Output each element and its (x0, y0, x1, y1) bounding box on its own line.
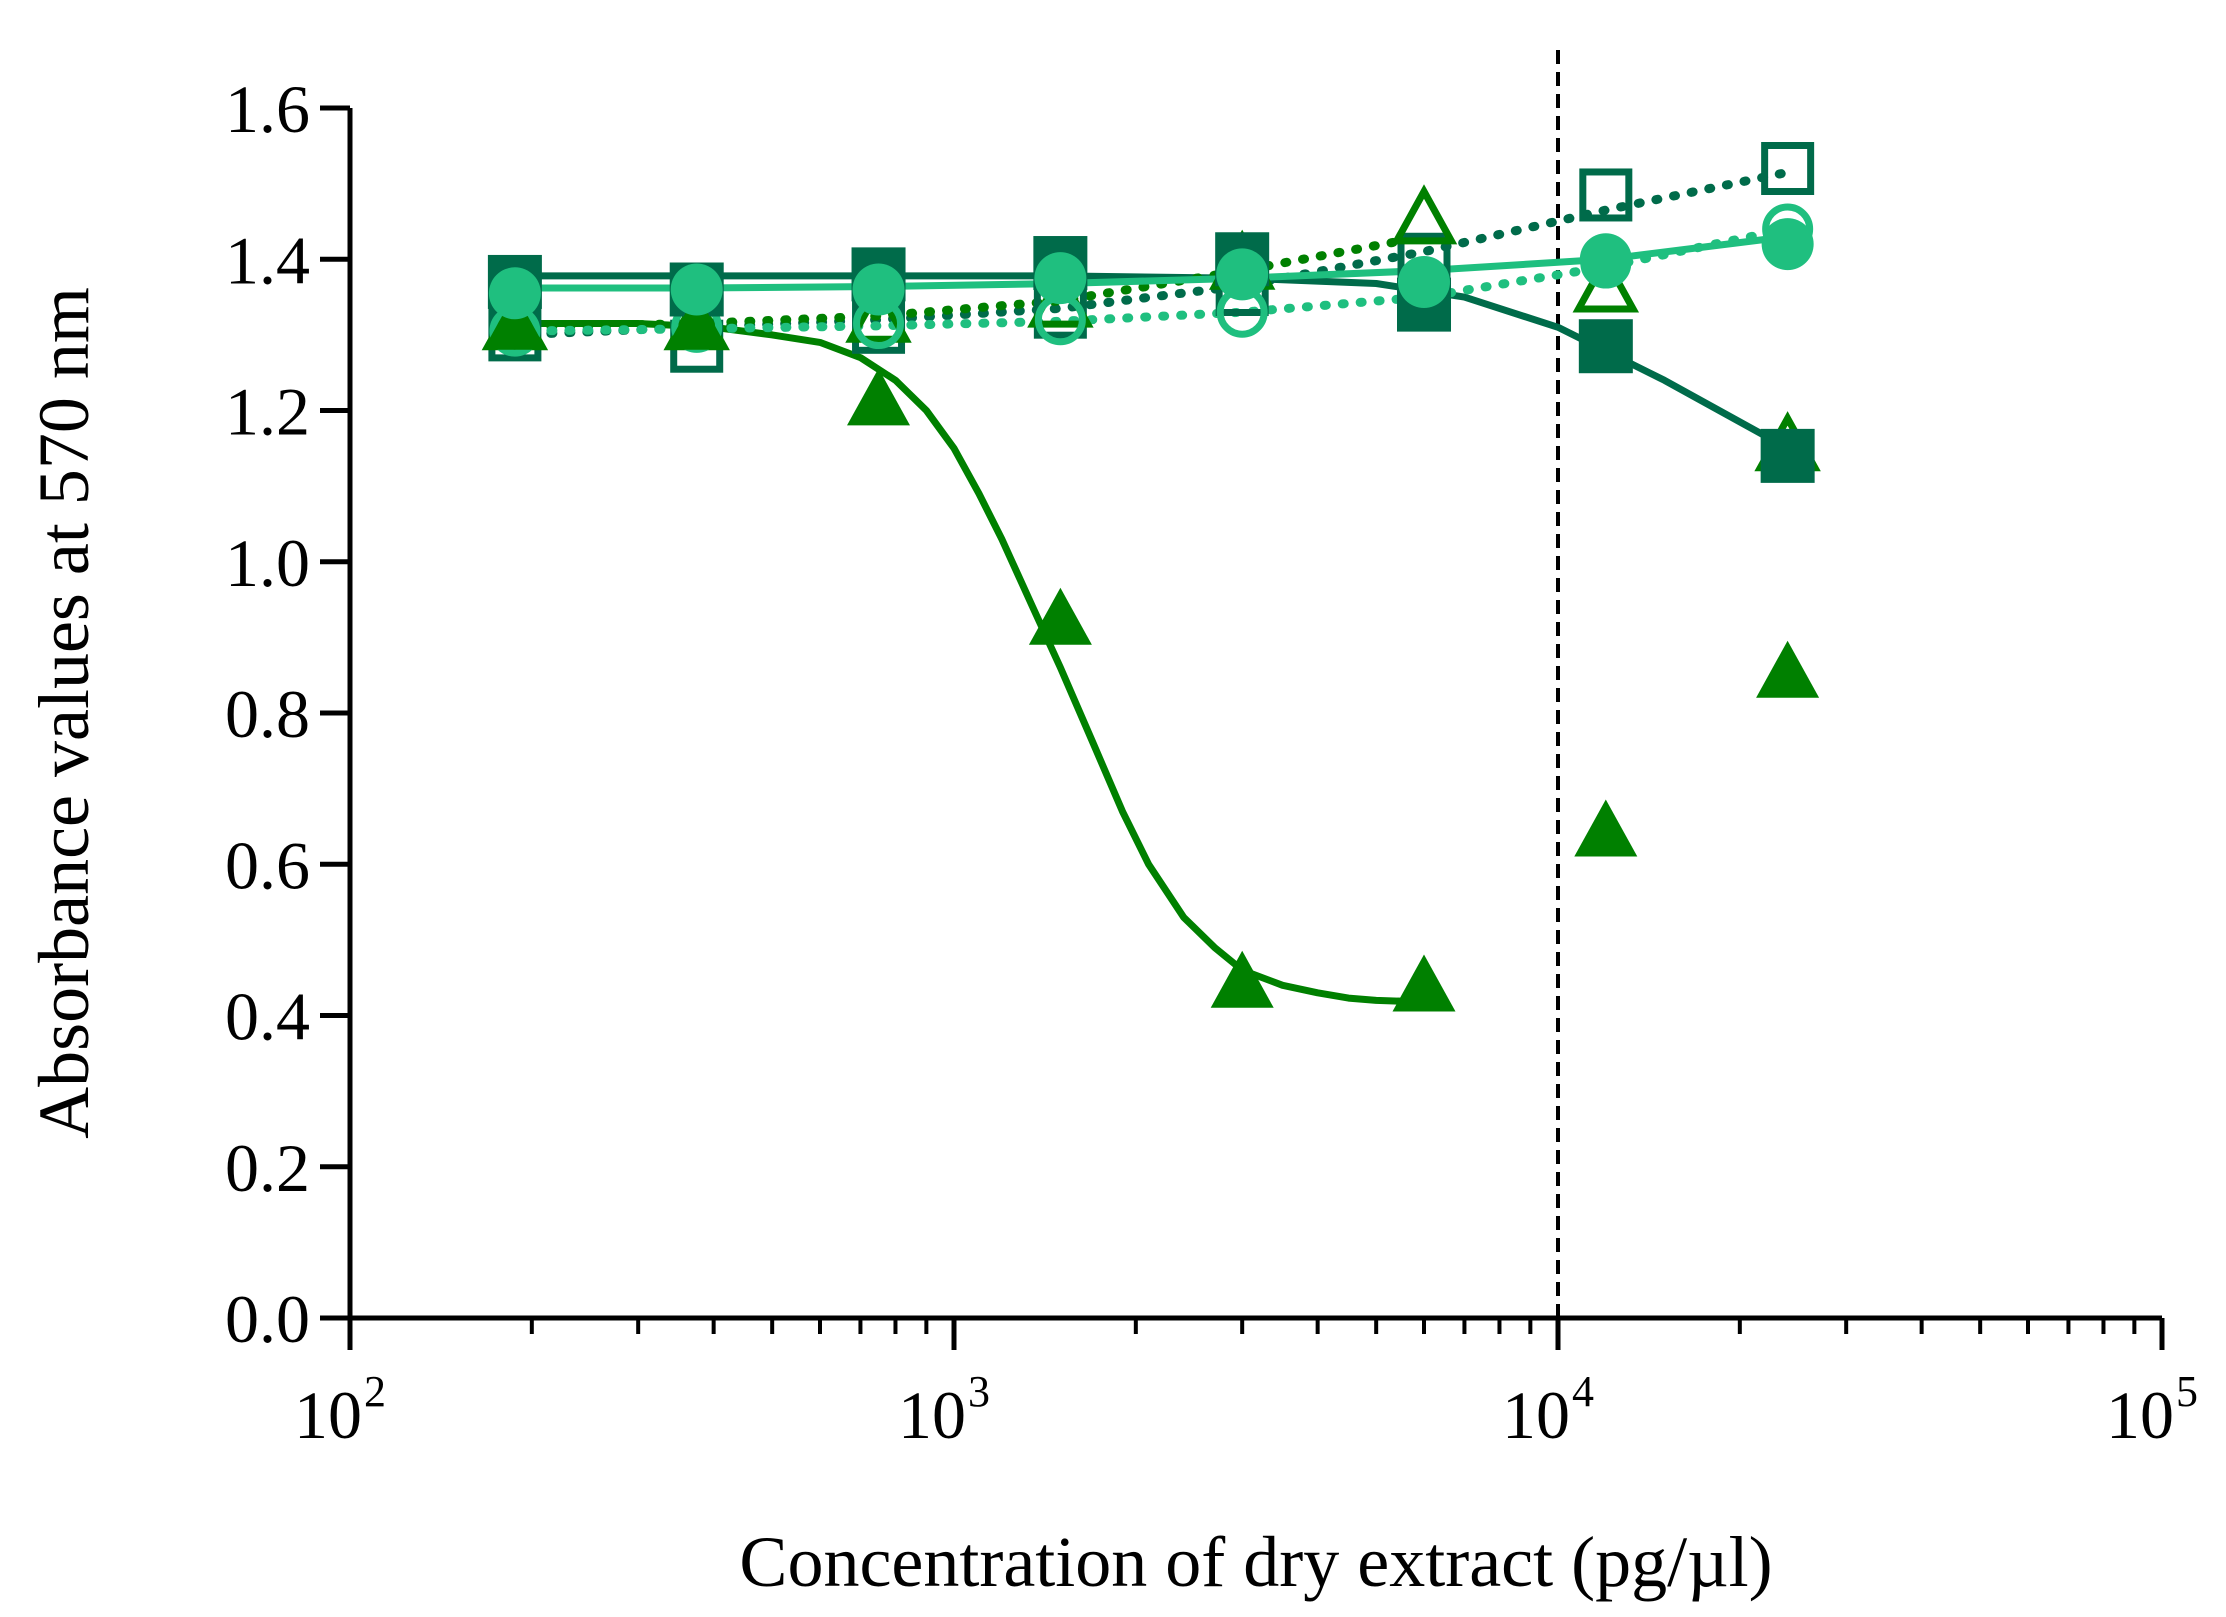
open-triangle-curve (510, 232, 1429, 332)
filled-circle-curve (511, 233, 1792, 292)
y-tick-label: 0.8 (225, 676, 310, 752)
open-circle-curve (510, 224, 1793, 336)
filled-triangle-point (1756, 640, 1820, 698)
x-axis-title: Concentration of dry extract (pg/µl) (739, 1522, 1772, 1602)
y-tick-label: 1.4 (225, 222, 310, 298)
filled-circle-point (1761, 218, 1814, 271)
filled-circle-point (670, 263, 723, 316)
x-tick-label: 102 (294, 1367, 386, 1453)
filled-triangle-point (1210, 950, 1274, 1008)
open-square-point (1761, 142, 1815, 195)
y-tick-label: 1.2 (225, 374, 310, 450)
open-triangle-point (1390, 184, 1458, 245)
fitted-curves (510, 167, 1793, 1006)
filled-circle-point (852, 263, 905, 316)
filled-triangle-point (483, 292, 547, 350)
y-ticks: 0.0 0.2 0.4 0.6 0.8 1.0 1.2 1.4 1.6 (225, 71, 350, 1357)
data-markers (481, 142, 1821, 1012)
filled-triangle-point (1028, 587, 1092, 645)
filled-triangle-point (1392, 954, 1456, 1012)
y-tick-label: 0.4 (225, 979, 310, 1055)
y-tick-label: 0.2 (225, 1130, 310, 1206)
open-triangle-point (845, 282, 912, 343)
x-ticks: 102 103 104 105 (294, 1318, 2198, 1453)
filled-triangle-point (1574, 799, 1638, 857)
filled-circle-point (1398, 255, 1451, 308)
y-tick-label: 1.0 (225, 525, 310, 601)
filled-circle-point (1216, 248, 1269, 301)
filled-circle-point (1034, 252, 1087, 305)
y-axis-title: Absorbance values at 570 nm (24, 287, 104, 1139)
filled-triangle-curve (511, 320, 1428, 1006)
y-tick-label: 0.0 (225, 1281, 310, 1357)
open-square-point (1579, 168, 1633, 222)
filled-circle-point (488, 267, 541, 320)
x-tick-label: 104 (1502, 1367, 1594, 1453)
filled-triangle-point (847, 368, 910, 426)
filled-circle-point (1579, 233, 1632, 286)
filled-square-point (1760, 428, 1815, 483)
x-tick-label: 105 (2106, 1367, 2198, 1453)
filled-triangle-point (665, 292, 729, 350)
y-tick-label: 0.6 (225, 827, 310, 903)
x-tick-label: 103 (898, 1367, 990, 1453)
y-tick-label: 1.6 (225, 71, 310, 147)
filled-square-point (1578, 319, 1633, 374)
